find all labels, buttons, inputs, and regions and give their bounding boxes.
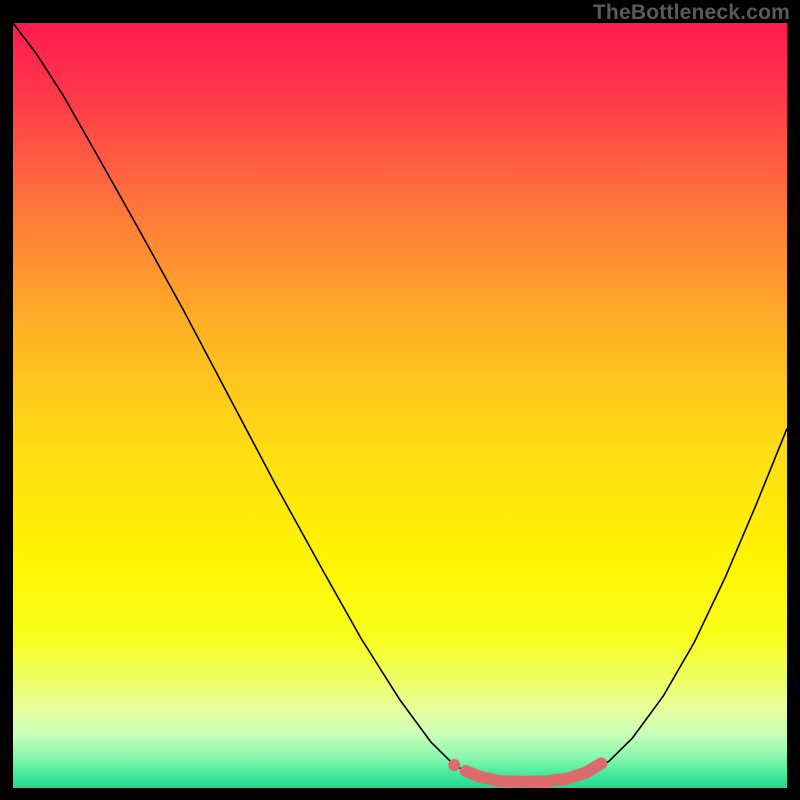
bottleneck-curve [13,23,787,783]
watermark-text: TheBottleneck.com [593,1,790,25]
curve-layer [13,23,787,788]
highlight-dot [448,759,460,771]
chart-frame: { "watermark": { "text": "TheBottleneck.… [0,0,800,800]
plot-area [13,23,787,788]
highlight-band [466,764,601,782]
